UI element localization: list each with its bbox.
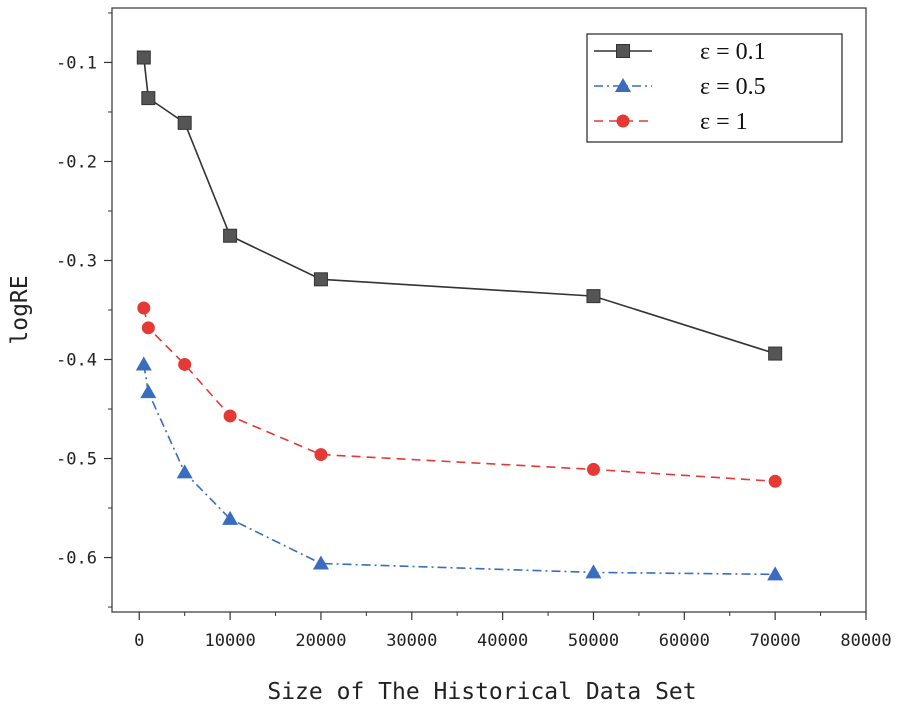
legend-item: ε = 0.1	[594, 39, 766, 65]
y-tick-label: -0.5	[56, 450, 97, 470]
axis-ticks	[104, 12, 867, 620]
x-tick-labels: 0 10000 20000 30000 40000 50000 60000 70000 8000…	[134, 631, 891, 651]
data-point	[223, 228, 238, 243]
x-tick-label: 0	[134, 631, 144, 651]
y-tick-label: -0.6	[56, 549, 97, 569]
data-point	[141, 91, 156, 106]
legend-marker	[616, 44, 630, 58]
legend-marker	[616, 114, 630, 128]
y-tick-label: -0.3	[56, 251, 97, 271]
x-tick-label: 80000	[840, 631, 891, 651]
data-point	[586, 462, 600, 476]
data-point	[313, 272, 328, 287]
x-tick-label: 20000	[295, 631, 346, 651]
x-tick-label: 50000	[568, 631, 619, 651]
x-tick-label: 40000	[477, 631, 528, 651]
y-tick-label: -0.2	[56, 152, 97, 172]
data-point	[767, 566, 784, 581]
data-point	[223, 409, 237, 423]
y-tick-labels: -0.1 -0.2 -0.3 -0.4 -0.5 -0.6	[56, 53, 97, 568]
legend-label: ε = 1	[700, 109, 748, 135]
data-point	[176, 464, 193, 479]
legend-item: ε = 0.5	[594, 74, 766, 100]
series-line	[143, 364, 776, 576]
data-point	[136, 50, 151, 65]
legend: ε = 0.1 ε = 0.5 ε = 1	[586, 33, 843, 143]
series-layer	[135, 50, 784, 581]
series-line	[143, 307, 776, 483]
x-tick-label: 70000	[750, 631, 801, 651]
x-tick-label: 30000	[386, 631, 437, 651]
data-point	[141, 321, 155, 335]
data-point	[178, 357, 192, 371]
legend-label: ε = 0.1	[700, 39, 766, 65]
y-axis-title: logRE	[7, 275, 33, 344]
x-tick-label: 10000	[205, 631, 256, 651]
series-2	[135, 356, 784, 581]
x-axis-title: Size of The Historical Data Set	[267, 679, 696, 705]
data-point	[312, 555, 329, 570]
y-tick-label: -0.1	[56, 53, 97, 73]
data-point	[768, 474, 782, 488]
data-point	[135, 356, 152, 371]
data-point	[586, 289, 601, 304]
series-1	[136, 50, 783, 361]
y-tick-label: -0.4	[56, 351, 97, 371]
data-point	[585, 564, 602, 579]
data-point	[140, 384, 157, 399]
legend-marker	[615, 78, 631, 92]
x-tick-label: 60000	[659, 631, 710, 651]
data-point	[177, 115, 192, 130]
data-point	[314, 448, 328, 462]
legend-item: ε = 1	[594, 109, 748, 135]
data-point	[137, 301, 151, 315]
legend-label: ε = 0.5	[700, 74, 766, 100]
data-point	[768, 346, 783, 361]
series-3	[137, 301, 782, 488]
data-point	[222, 510, 239, 525]
